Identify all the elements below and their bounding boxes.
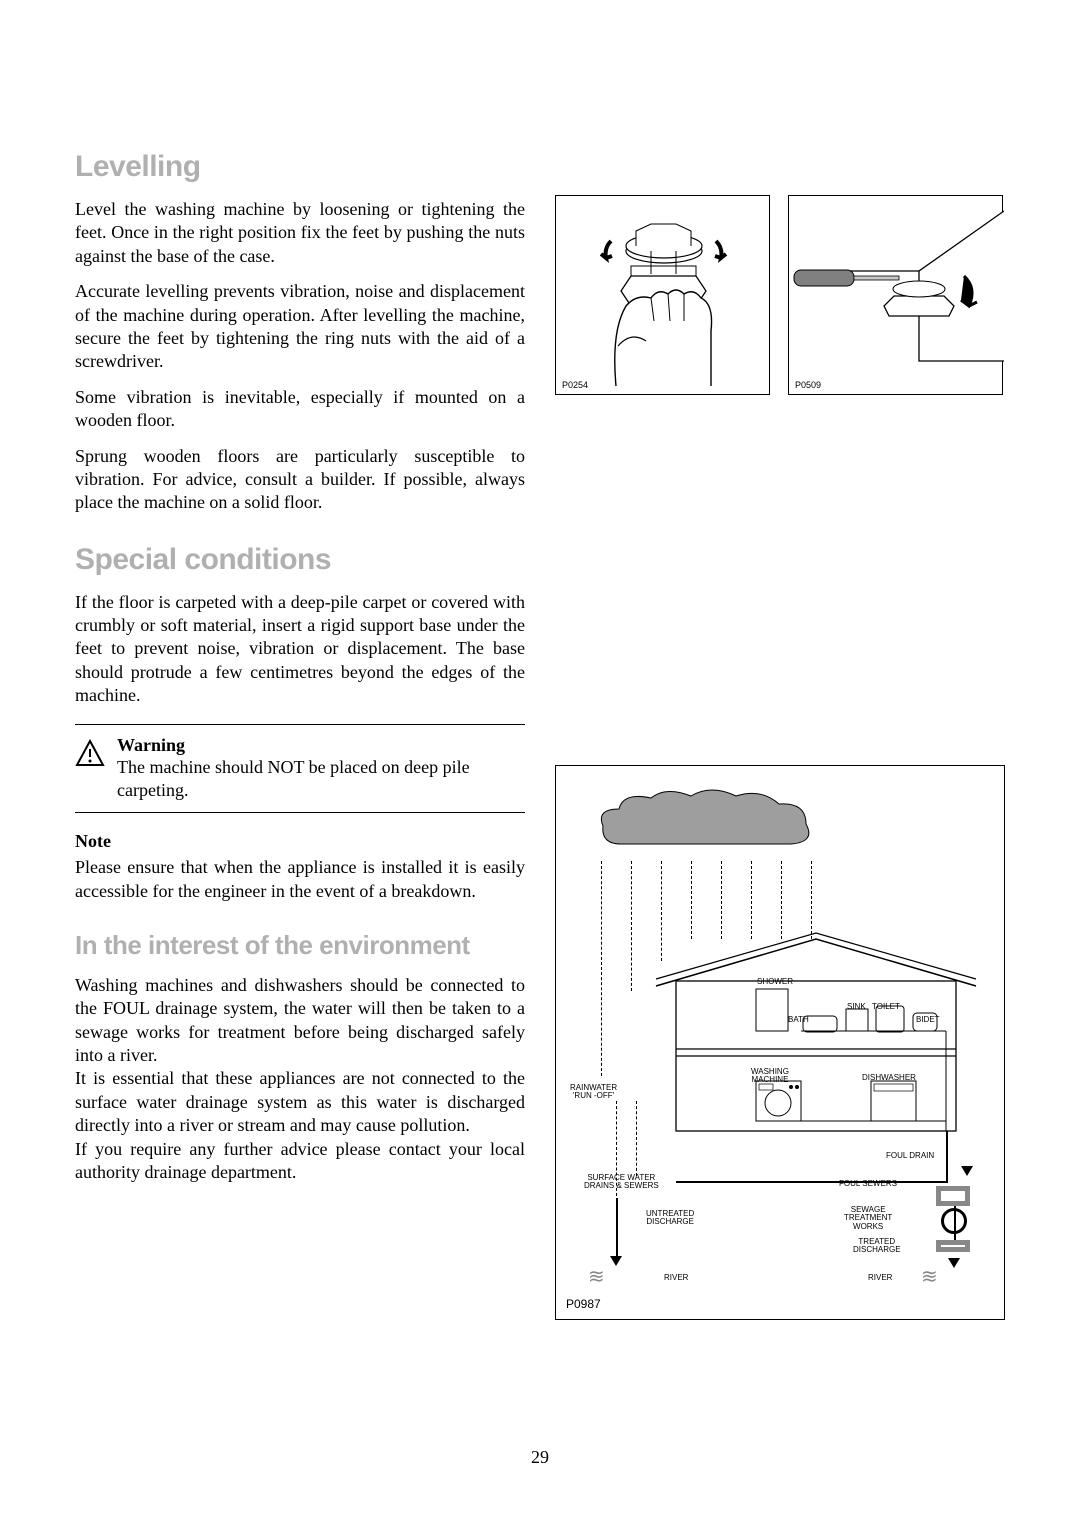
figure-levelling-hand: P0254 bbox=[555, 195, 770, 395]
label-foul-drain: FOUL DRAIN bbox=[886, 1152, 934, 1160]
label-bath: BATH bbox=[788, 1016, 809, 1024]
label-sewage-works: SEWAGE TREATMENT WORKS bbox=[844, 1206, 892, 1231]
label-bidet: BIDET bbox=[916, 1016, 940, 1024]
warning-text: The machine should NOT be placed on deep… bbox=[117, 756, 525, 803]
label-sink: SINK bbox=[847, 1003, 866, 1011]
drainage-fig-label: P0987 bbox=[566, 1297, 601, 1311]
label-shower: SHOWER bbox=[757, 978, 793, 986]
label-rainwater: RAINWATER 'RUN -OFF' bbox=[570, 1084, 617, 1101]
environment-heading: In the interest of the environment bbox=[75, 931, 525, 960]
label-untreated: UNTREATED DISCHARGE bbox=[646, 1210, 694, 1227]
levelling-heading: Levelling bbox=[75, 150, 525, 184]
river-wave-icon: ≋ bbox=[921, 1264, 938, 1289]
house-icon bbox=[651, 931, 981, 1141]
note-text: Please ensure that when the appliance is… bbox=[75, 856, 525, 903]
note-label: Note bbox=[75, 831, 525, 852]
label-surface-water: SURFACE WATER DRAINS & SEWERS bbox=[584, 1174, 659, 1191]
cloud-icon bbox=[591, 784, 821, 864]
label-river2: RIVER bbox=[868, 1274, 892, 1282]
levelling-p3: Some vibration is inevitable, especially… bbox=[75, 386, 525, 433]
env-p2: It is essential that these appliances ar… bbox=[75, 1067, 525, 1137]
levelling-p4: Sprung wooden floors are particularly su… bbox=[75, 445, 525, 515]
label-river1: RIVER bbox=[664, 1274, 688, 1282]
warning-icon bbox=[75, 739, 105, 773]
right-column: P0254 P0509 bbox=[555, 150, 1005, 1184]
page-number: 29 bbox=[531, 1447, 549, 1468]
levelling-p1: Level the washing machine by loosening o… bbox=[75, 198, 525, 268]
special-p1: If the floor is carpeted with a deep-pil… bbox=[75, 591, 525, 708]
river-wave-icon: ≋ bbox=[588, 1264, 605, 1289]
env-p3: If you require any further advice please… bbox=[75, 1138, 525, 1185]
figure-levelling-screwdriver: P0509 bbox=[788, 195, 1003, 395]
label-treated: TREATED DISCHARGE bbox=[853, 1238, 901, 1255]
levelling-p2: Accurate levelling prevents vibration, n… bbox=[75, 280, 525, 374]
label-dishwasher: DISHWASHER bbox=[862, 1074, 916, 1082]
env-p1: Washing machines and dishwashers should … bbox=[75, 974, 525, 1068]
label-washing-machine: WASHING MACHINE bbox=[751, 1068, 789, 1085]
label-foul-sewers: FOUL SEWERS bbox=[839, 1180, 897, 1188]
left-column: Levelling Level the washing machine by l… bbox=[75, 150, 525, 1184]
warning-label: Warning bbox=[117, 735, 525, 756]
figure-row: P0254 P0509 bbox=[555, 195, 1005, 395]
figure1-label: P0254 bbox=[562, 380, 588, 390]
special-heading: Special conditions bbox=[75, 543, 525, 577]
figure2-label: P0509 bbox=[795, 380, 821, 390]
drainage-diagram: SHOWER SINK TOILET BATH BIDET WASHING MA… bbox=[555, 765, 1005, 1320]
warning-box: Warning The machine should NOT be placed… bbox=[75, 724, 525, 814]
label-toilet: TOILET bbox=[872, 1003, 900, 1011]
